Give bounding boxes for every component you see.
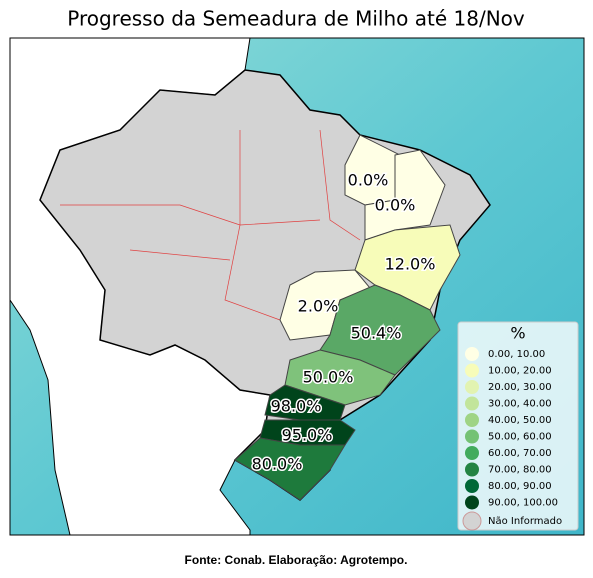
legend-swatch	[465, 495, 479, 510]
region-label: 95.0%	[282, 426, 333, 445]
legend-swatch	[465, 462, 479, 477]
region-label: 2.0%	[298, 297, 339, 316]
region-label: 0.0%	[375, 196, 416, 215]
legend-label: 60.00, 70.00	[488, 448, 552, 459]
legend-label: 30.00, 40.00	[488, 399, 552, 410]
legend-swatch	[465, 347, 479, 361]
state-border	[319, 129, 361, 241]
legend-swatch	[465, 363, 479, 378]
state-border	[224, 130, 281, 321]
legend: % 0.00, 10.00 10.00, 20.00 20.00, 30.00 30.…	[457, 321, 579, 531]
region-label: 50.0%	[303, 368, 354, 387]
title: Progresso da Semeadura de Milho até 18/N…	[67, 7, 525, 31]
legend-label: 0.00, 10.00	[488, 349, 545, 360]
legend-label: 70.00, 80.00	[488, 465, 552, 476]
legend-swatch	[465, 396, 479, 411]
state	[354, 224, 461, 311]
legend-label: 80.00, 90.00	[488, 481, 552, 492]
legend-label: 40.00, 50.00	[488, 415, 552, 426]
legend-box	[457, 321, 579, 531]
legend-swatch	[465, 413, 479, 427]
region-label: 98.0%	[271, 397, 322, 416]
legend-title: %	[510, 324, 525, 343]
state-border	[129, 249, 231, 261]
legend-swatch	[462, 511, 482, 531]
legend-label: 90.00, 100.00	[488, 498, 558, 509]
legend-label: 10.00, 20.00	[488, 366, 552, 377]
state	[234, 437, 346, 501]
region-label: 80.0%	[252, 455, 303, 474]
source: Fonte: Conab. Elaboração: Agrotempo.	[185, 553, 408, 567]
state-borders	[60, 129, 361, 321]
legend-swatch	[465, 479, 479, 493]
legend-swatch	[465, 446, 479, 460]
region-label: 50.4%	[351, 324, 402, 343]
legend-swatch	[465, 429, 479, 444]
legend-swatch	[465, 380, 479, 394]
legend-label: 50.00, 60.00	[488, 432, 552, 443]
region-label: 0.0%	[348, 171, 389, 190]
state-border	[60, 204, 321, 226]
legend-label: Não Informado	[488, 516, 562, 527]
region-label: 12.0%	[385, 255, 436, 274]
legend-label: 20.00, 30.00	[488, 382, 552, 393]
state	[264, 384, 346, 421]
